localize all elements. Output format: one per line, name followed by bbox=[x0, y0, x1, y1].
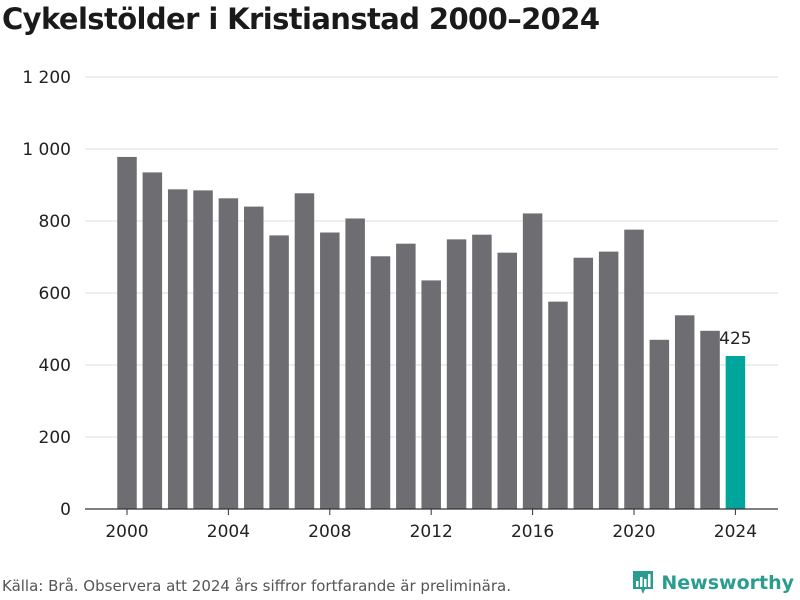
bar-2018 bbox=[573, 257, 594, 509]
x-tick-label: 2000 bbox=[105, 522, 148, 542]
newsworthy-logo-text: Newsworthy bbox=[661, 572, 794, 594]
bar-2001 bbox=[142, 172, 163, 509]
x-axis-ticks: 2000 2004 2008 2012 2016 2020 2024 bbox=[105, 509, 757, 542]
bar-2013 bbox=[446, 239, 467, 510]
data-label: 425 bbox=[719, 329, 751, 349]
bars bbox=[117, 156, 746, 510]
x-tick-label: 2008 bbox=[308, 522, 351, 542]
y-tick-label: 600 bbox=[39, 284, 71, 304]
x-tick-label: 2012 bbox=[410, 522, 453, 542]
bar-2024 bbox=[725, 356, 746, 509]
bar-2010 bbox=[370, 256, 391, 509]
newsworthy-bar-chart-icon bbox=[633, 571, 654, 594]
bar-2003 bbox=[193, 190, 213, 509]
data-labels: 425 bbox=[719, 329, 751, 349]
y-tick-label: 400 bbox=[39, 356, 71, 376]
bar-2009 bbox=[345, 218, 365, 510]
bar-2021 bbox=[649, 339, 670, 509]
y-tick-label: 0 bbox=[60, 500, 71, 520]
bar-2016 bbox=[522, 213, 543, 509]
bar-2007 bbox=[294, 193, 315, 509]
bar-2005 bbox=[244, 206, 264, 509]
bar-2006 bbox=[269, 235, 289, 509]
y-tick-label: 200 bbox=[39, 428, 71, 448]
bar-2020 bbox=[624, 229, 644, 509]
bar-2008 bbox=[320, 232, 340, 509]
bar-2022 bbox=[674, 315, 695, 509]
bar-2019 bbox=[598, 251, 619, 509]
y-tick-label: 800 bbox=[39, 212, 71, 232]
x-tick-label: 2024 bbox=[714, 522, 757, 542]
bar-2023 bbox=[700, 330, 720, 509]
source-note: Källa: Brå. Observera att 2024 års siffr… bbox=[2, 577, 511, 595]
y-axis-ticks: 0 200 400 600 800 1 000 1 200 bbox=[22, 68, 71, 520]
bar-2014 bbox=[472, 234, 492, 509]
x-tick-label: 2020 bbox=[612, 522, 655, 542]
y-tick-label: 1 000 bbox=[22, 140, 71, 160]
bar-2004 bbox=[218, 198, 239, 509]
bar-2002 bbox=[167, 189, 188, 509]
y-tick-label: 1 200 bbox=[22, 68, 71, 88]
bar-2012 bbox=[421, 280, 441, 509]
bar-2011 bbox=[396, 243, 416, 509]
chart-title: Cykelstölder i Kristianstad 2000–2024 bbox=[2, 2, 600, 36]
x-tick-label: 2004 bbox=[207, 522, 250, 542]
bar-2017 bbox=[548, 301, 568, 509]
newsworthy-logo: Newsworthy bbox=[631, 569, 794, 597]
x-tick-label: 2016 bbox=[511, 522, 554, 542]
bar-2000 bbox=[117, 156, 137, 510]
bar-2015 bbox=[497, 252, 517, 509]
